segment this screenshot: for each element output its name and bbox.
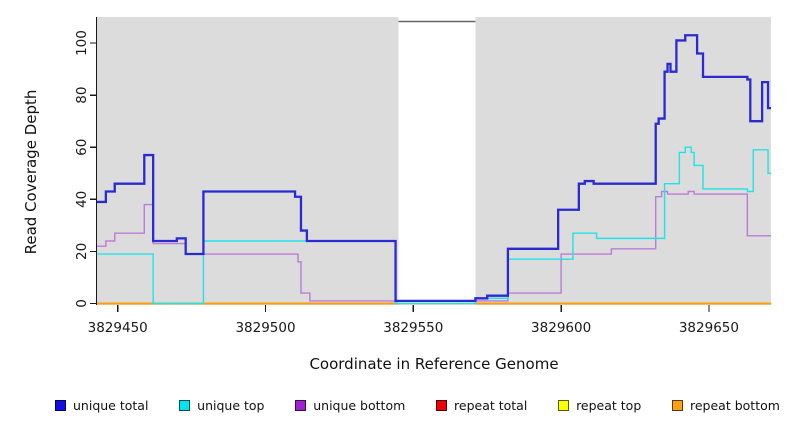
legend-label: repeat top [576,398,642,413]
y-tick-label: 0 [74,299,90,308]
y-tick-label: 80 [74,87,90,104]
y-tick-label: 100 [74,30,90,56]
x-tick-label: 3829600 [531,320,591,336]
legend-swatch-icon [55,400,66,411]
legend: unique total unique top unique bottom repea… [55,398,780,413]
legend-label: unique top [197,398,265,413]
legend-item-repeat-top: repeat top [558,398,641,413]
legend-swatch-icon [179,400,191,411]
x-tick-label: 3829450 [88,320,148,336]
legend-label: unique bottom [313,398,406,413]
x-tick-label: 3829500 [235,320,295,336]
legend-item-repeat-bottom: repeat bottom [672,398,780,413]
x-tick-label: 3829650 [679,320,739,336]
x-axis-title: Coordinate in Reference Genome [309,355,559,373]
x-tick-label: 3829550 [383,320,443,336]
legend-item-unique-top: unique top [179,398,264,413]
legend-item-repeat-total: repeat total [436,398,527,413]
gap-region [398,17,476,305]
y-tick-label: 20 [74,243,90,260]
legend-label: unique total [73,398,149,413]
legend-swatch-icon [436,400,448,411]
legend-label: repeat bottom [690,398,780,413]
legend-swatch-icon [558,400,570,411]
legend-item-unique-bottom: unique bottom [295,398,405,413]
y-axis-title-text: Read Coverage Depth [22,89,40,255]
series-line-unique-total [97,34,771,303]
y-tick-label: 60 [74,139,90,156]
legend-item-unique-total: unique total [55,398,148,413]
legend-swatch-icon [672,400,683,411]
y-tick-label: 40 [74,191,90,208]
chart-canvas: 0 20 40 60 80 100 3829450 3829500 3829550 3829600… [74,17,771,336]
legend-label: repeat total [454,398,528,413]
legend-swatch-icon [295,400,307,411]
